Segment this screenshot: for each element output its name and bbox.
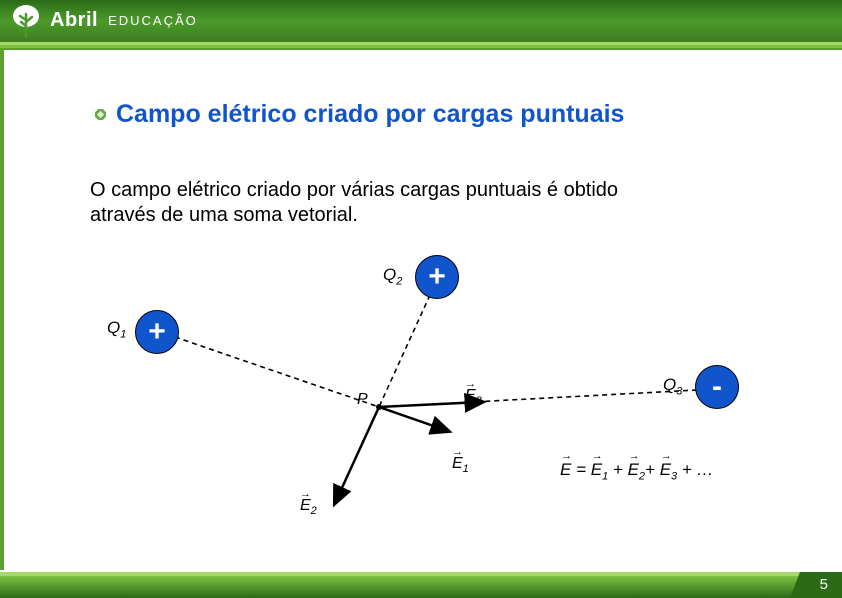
brand-name: Abril [50, 9, 98, 32]
vector-label-e3: →E3 [465, 387, 482, 407]
bullet-icon [95, 109, 106, 120]
body-paragraph: O campo elétrico criado por várias carga… [90, 178, 650, 228]
footer-bar [0, 572, 842, 598]
charge-label-q2: Q2 [383, 265, 402, 287]
charge-q2: + [415, 255, 459, 299]
left-edge-line [0, 50, 4, 570]
slide-title: Campo elétrico criado por cargas puntuai… [116, 100, 624, 129]
vector-diagram: →E1 →E2 →E3 P + Q1 + Q2 -Q3 [90, 235, 750, 535]
brand-logo: Abril EDUCAÇÃO [8, 2, 198, 38]
vector-label-e2: →E2 [300, 497, 317, 517]
superposition-formula: →E = →E1 + →E2+ →E3 + … [560, 460, 714, 482]
point-p-label: P [357, 391, 368, 409]
brand-sub: EDUCAÇÃO [108, 13, 198, 28]
slide-title-row: Campo elétrico criado por cargas puntuai… [95, 100, 624, 129]
charge-q1: + [135, 310, 179, 354]
charge-label-q3: Q3 [663, 375, 682, 397]
point-p [376, 404, 382, 410]
charge-q3: - [695, 365, 739, 409]
header-bar: Abril EDUCAÇÃO [0, 0, 842, 50]
vector-label-e1: →E1 [452, 455, 469, 475]
page-number: 5 [820, 576, 828, 593]
tree-icon [8, 2, 44, 38]
charge-label-q1: Q1 [107, 318, 126, 340]
